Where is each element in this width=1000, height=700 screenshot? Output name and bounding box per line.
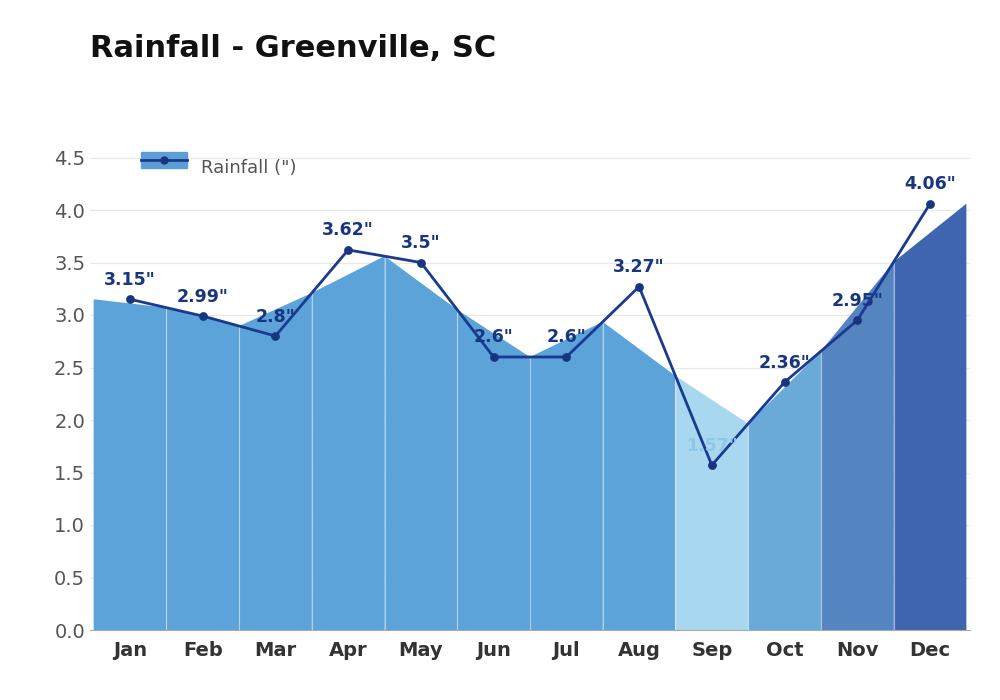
Point bbox=[631, 281, 647, 293]
Text: 3.5": 3.5" bbox=[401, 234, 441, 252]
Text: Rainfall - Greenville, SC: Rainfall - Greenville, SC bbox=[90, 34, 496, 62]
Polygon shape bbox=[894, 204, 966, 630]
Legend: Rainfall ("): Rainfall (") bbox=[134, 150, 304, 184]
Point bbox=[922, 198, 938, 209]
Text: 2.6": 2.6" bbox=[474, 328, 514, 346]
Polygon shape bbox=[821, 262, 894, 630]
Polygon shape bbox=[530, 322, 603, 630]
Point bbox=[413, 257, 429, 268]
Polygon shape bbox=[385, 256, 457, 630]
Point bbox=[486, 351, 502, 363]
Polygon shape bbox=[603, 322, 675, 630]
Point bbox=[849, 315, 865, 326]
Point bbox=[340, 244, 356, 256]
Text: 2.95": 2.95" bbox=[831, 292, 883, 309]
Text: 2.8": 2.8" bbox=[256, 307, 295, 326]
Polygon shape bbox=[312, 256, 385, 630]
Text: 4.06": 4.06" bbox=[904, 175, 956, 193]
Point bbox=[267, 330, 283, 342]
Text: 3.62": 3.62" bbox=[322, 221, 374, 239]
Text: 3.15": 3.15" bbox=[104, 271, 156, 288]
Text: 2.6": 2.6" bbox=[546, 328, 586, 346]
Polygon shape bbox=[239, 293, 312, 630]
Text: 2.36": 2.36" bbox=[759, 354, 810, 372]
Text: 3.27": 3.27" bbox=[613, 258, 665, 276]
Point bbox=[704, 460, 720, 471]
Polygon shape bbox=[94, 300, 166, 630]
Point bbox=[195, 310, 211, 321]
Text: 1.57": 1.57" bbox=[686, 437, 738, 455]
Point bbox=[558, 351, 574, 363]
Polygon shape bbox=[166, 308, 239, 630]
Polygon shape bbox=[675, 376, 748, 630]
Text: 2.99": 2.99" bbox=[177, 288, 229, 305]
Point bbox=[122, 294, 138, 305]
Point bbox=[777, 377, 793, 388]
Polygon shape bbox=[457, 309, 530, 630]
Polygon shape bbox=[748, 351, 821, 630]
